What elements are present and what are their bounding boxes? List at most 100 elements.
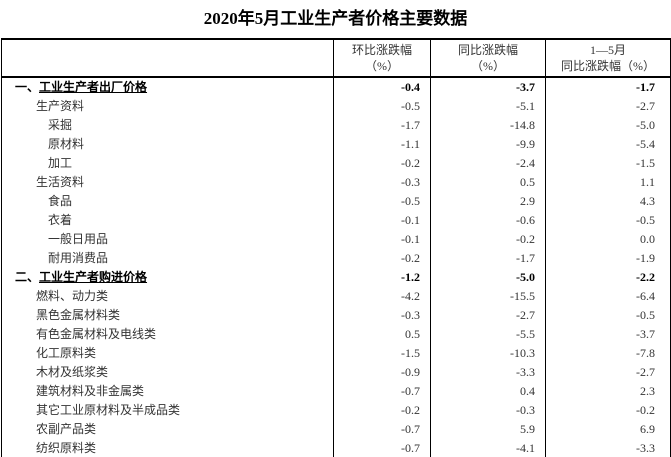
value-cell: 5.9 <box>430 420 546 439</box>
value-cell: -1.5 <box>333 344 431 363</box>
header-row: 环比涨跌幅 （%） 同比涨跌幅 （%） 1—5月 同比涨跌幅 （%） <box>1 39 671 78</box>
value-cell: 1.1 <box>545 173 671 192</box>
value-cell: -2.7 <box>430 306 546 325</box>
value-cell: -0.2 <box>333 401 431 420</box>
table-row: 生活资料 -0.3 0.5 1.1 <box>2 173 671 192</box>
col-header-mom-line1: 环比涨跌幅 <box>351 43 412 57</box>
row-label: 燃料、动力类 <box>36 289 109 303</box>
value-cell: -1.2 <box>333 268 431 287</box>
value-cell: -3.7 <box>430 77 546 97</box>
row-label: 衣着 <box>48 213 73 227</box>
value-cell: -0.7 <box>333 382 431 401</box>
value-cell: -0.2 <box>430 230 546 249</box>
section-row: 二、工业生产者购进价格 -1.2 -5.0 -2.2 <box>2 268 671 287</box>
row-label: 有色金属材料及电线类 <box>36 327 157 341</box>
section-link[interactable]: 工业生产者出厂价格 <box>39 80 148 94</box>
table-header: 环比涨跌幅 （%） 同比涨跌幅 （%） 1—5月 同比涨跌幅 （%） <box>1 39 671 78</box>
value-cell: 0.0 <box>545 230 671 249</box>
row-label: 耐用消费品 <box>48 251 109 265</box>
value-cell: -3.3 <box>430 363 546 382</box>
table-row: 化工原料类 -1.5 -10.3 -7.8 <box>2 344 671 363</box>
row-label: 其它工业原材料及半成品类 <box>36 403 181 417</box>
row-label: 黑色金属材料类 <box>36 308 121 322</box>
value-cell: -5.4 <box>545 135 671 154</box>
value-cell: -1.7 <box>430 249 546 268</box>
row-label: 木材及纸浆类 <box>36 365 109 379</box>
value-cell: -7.8 <box>545 344 671 363</box>
value-cell: -0.1 <box>333 230 431 249</box>
value-cell: 4.3 <box>545 192 671 211</box>
value-cell: -2.7 <box>545 363 671 382</box>
value-cell: -3.7 <box>545 325 671 344</box>
table-row: 农副产品类 -0.7 5.9 6.9 <box>2 420 671 439</box>
value-cell: 2.3 <box>545 382 671 401</box>
section-prefix: 二、 <box>15 270 40 284</box>
value-cell: -0.5 <box>545 306 671 325</box>
value-cell: -9.9 <box>430 135 546 154</box>
row-label: 原材料 <box>48 137 85 151</box>
value-cell: -0.7 <box>333 439 431 457</box>
value-cell: -1.1 <box>333 135 431 154</box>
price-data-table: 环比涨跌幅 （%） 同比涨跌幅 （%） 1—5月 同比涨跌幅（%） 一、工业生产… <box>1 38 671 457</box>
value-cell: -0.2 <box>545 401 671 420</box>
value-cell: -0.3 <box>333 173 431 192</box>
value-cell: 0.5 <box>430 173 546 192</box>
value-cell: -0.6 <box>430 211 546 230</box>
value-cell: -0.3 <box>333 306 431 325</box>
value-cell: 6.9 <box>545 420 671 439</box>
section-link[interactable]: 工业生产者购进价格 <box>39 270 148 284</box>
value-cell: -1.9 <box>545 249 671 268</box>
col-header-mom-line2: （%） <box>365 59 399 73</box>
value-cell: -14.8 <box>430 116 546 135</box>
value-cell: -2.7 <box>545 97 671 116</box>
table-row: 木材及纸浆类 -0.9 -3.3 -2.7 <box>2 363 671 382</box>
col-header-empty <box>1 39 334 78</box>
section-row: 一、工业生产者出厂价格 -0.4 -3.7 -1.7 <box>2 77 671 97</box>
value-cell: -4.1 <box>430 439 546 457</box>
table-row: 黑色金属材料类 -0.3 -2.7 -0.5 <box>2 306 671 325</box>
col-header-ytd-line1: 1—5月 <box>589 43 626 57</box>
value-cell: 0.5 <box>333 325 431 344</box>
value-cell: -1.5 <box>545 154 671 173</box>
value-cell: -10.3 <box>430 344 546 363</box>
value-cell: -15.5 <box>430 287 546 306</box>
row-label: 加工 <box>48 156 73 170</box>
value-cell: -3.3 <box>545 439 671 457</box>
table-row: 食品 -0.5 2.9 4.3 <box>2 192 671 211</box>
table-row: 建筑材料及非金属类 -0.7 0.4 2.3 <box>2 382 671 401</box>
table-row: 一般日用品 -0.1 -0.2 0.0 <box>2 230 671 249</box>
table-row: 燃料、动力类 -4.2 -15.5 -6.4 <box>2 287 671 306</box>
value-cell: -2.2 <box>545 268 671 287</box>
row-label: 生产资料 <box>36 99 85 113</box>
table-row: 衣着 -0.1 -0.6 -0.5 <box>2 211 671 230</box>
value-cell: 2.9 <box>430 192 546 211</box>
col-header-yoy-line1: 同比涨跌幅 <box>457 43 518 57</box>
value-cell: -5.5 <box>430 325 546 344</box>
page-title: 2020年5月工业生产者价格主要数据 <box>203 9 468 28</box>
table-row: 其它工业原材料及半成品类 -0.2 -0.3 -0.2 <box>2 401 671 420</box>
value-cell: -1.7 <box>333 116 431 135</box>
row-label: 化工原料类 <box>36 346 97 360</box>
col-header-mom: 环比涨跌幅 （%） <box>333 39 431 78</box>
value-cell: -0.5 <box>333 192 431 211</box>
col-header-yoy: 同比涨跌幅 （%） <box>430 39 546 78</box>
row-label: 纺织原料类 <box>36 441 97 455</box>
section-prefix: 一、 <box>15 80 40 94</box>
table-row: 耐用消费品 -0.2 -1.7 -1.9 <box>2 249 671 268</box>
value-cell: -4.2 <box>333 287 431 306</box>
value-cell: -6.4 <box>545 287 671 306</box>
table-row: 生产资料 -0.5 -5.1 -2.7 <box>2 97 671 116</box>
col-header-yoy-line2: （%） <box>471 59 505 73</box>
table-row: 采掘 -1.7 -14.8 -5.0 <box>2 116 671 135</box>
value-cell: -0.4 <box>333 77 431 97</box>
row-label: 建筑材料及非金属类 <box>36 384 145 398</box>
value-cell: -5.0 <box>430 268 546 287</box>
table-row: 加工 -0.2 -2.4 -1.5 <box>2 154 671 173</box>
value-cell: -5.1 <box>430 97 546 116</box>
value-cell: -0.7 <box>333 420 431 439</box>
row-label: 食品 <box>48 194 73 208</box>
value-cell: -0.5 <box>545 211 671 230</box>
value-cell: -2.4 <box>430 154 546 173</box>
value-cell: -0.3 <box>430 401 546 420</box>
